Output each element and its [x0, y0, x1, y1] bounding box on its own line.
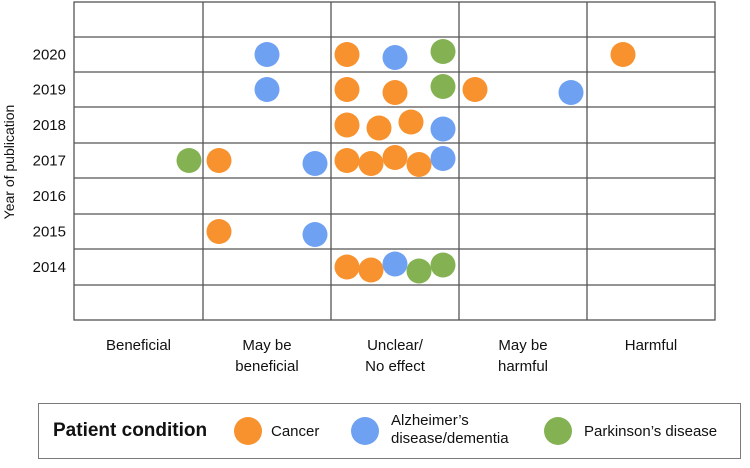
legend-parkinsons-swatch — [544, 417, 572, 445]
y-axis-label: Year of publication — [1, 105, 17, 220]
point-alzheimer-s-disease-dementia-2019 — [558, 80, 584, 105]
x-category-label-2: May be beneficial — [235, 337, 298, 375]
chart-area: 2020 2019 2018 2017 2016 2015 2014 Year of publ… — [1, 1, 716, 375]
legend-alzheimers-text-line2: disease/dementia — [391, 430, 509, 447]
point-alzheimer-s-disease-dementia-2015 — [302, 222, 328, 247]
x-category-label-4: May be harmful — [498, 337, 548, 375]
point-alzheimer-s-disease-dementia-2017 — [302, 151, 328, 176]
point-cancer-2019 — [382, 80, 408, 105]
legend-parkinsons-text: Parkinson’s disease — [584, 423, 718, 440]
point-alzheimer-s-disease-dementia-2020 — [254, 42, 280, 67]
y-tick-label-2019: 2019 — [33, 82, 66, 99]
point-alzheimer-s-disease-dementia-2014 — [382, 251, 408, 277]
x-category-label-line: harmful — [498, 358, 548, 375]
y-tick-label-2020: 2020 — [33, 47, 66, 64]
point-alzheimer-s-disease-dementia-2017 — [430, 146, 456, 171]
y-tick-label-2015: 2015 — [33, 224, 66, 241]
point-cancer-2017 — [334, 148, 360, 173]
point-alzheimer-s-disease-dementia-2019 — [254, 77, 280, 102]
legend-cancer-swatch — [234, 417, 262, 445]
point-cancer-2015 — [206, 219, 232, 244]
y-tick-label-2018: 2018 — [33, 117, 66, 134]
legend-cancer-text: Cancer — [271, 423, 320, 440]
y-tick-label-2017: 2017 — [33, 153, 66, 170]
y-tick-label-2014: 2014 — [33, 259, 66, 276]
x-category-label-line: May be — [242, 337, 291, 354]
point-cancer-2017 — [358, 151, 384, 176]
x-category-label-1: Beneficial — [106, 337, 171, 354]
point-parkinson-s-disease-2017 — [176, 148, 202, 173]
x-category-label-3: Unclear/No effect — [365, 337, 426, 375]
plot-frame — [73, 1, 716, 321]
point-parkinson-s-disease-2019 — [430, 74, 456, 99]
legend-cancer-label: Cancer — [271, 423, 319, 441]
x-category-label-5: Harmful — [625, 337, 678, 354]
point-cancer-2018 — [334, 112, 360, 138]
point-cancer-2018 — [398, 109, 424, 135]
point-alzheimer-s-disease-dementia-2020 — [382, 45, 408, 70]
legend-alzheimers-swatch — [351, 417, 379, 445]
point-cancer-2017 — [382, 145, 408, 170]
legend: Patient condition Cancer Alzheimer’s dis… — [38, 403, 741, 459]
legend-alzheimers-text-line1: Alzheimer’s — [391, 412, 469, 429]
x-category-label-line: Harmful — [625, 337, 678, 354]
point-cancer-2019 — [334, 77, 360, 102]
point-cancer-2019 — [462, 77, 488, 102]
point-cancer-2014 — [334, 254, 360, 280]
legend-parkinsons-label: Parkinson’s disease — [584, 423, 717, 441]
x-category-label-line: beneficial — [235, 358, 298, 375]
point-cancer-2014 — [358, 257, 384, 283]
x-category-label-line: Unclear/ — [367, 337, 424, 354]
x-category-label-line: No effect — [365, 358, 426, 375]
point-cancer-2017 — [406, 152, 432, 177]
point-cancer-2020 — [610, 42, 636, 67]
legend-title: Patient condition — [53, 420, 208, 441]
point-cancer-2018 — [366, 115, 392, 141]
point-cancer-2020 — [334, 42, 360, 67]
point-parkinson-s-disease-2014 — [406, 258, 432, 284]
point-alzheimer-s-disease-dementia-2018 — [430, 116, 456, 142]
legend-alzheimers-label: Alzheimer’s disease/dementia — [391, 412, 509, 448]
point-parkinson-s-disease-2020 — [430, 39, 456, 64]
point-parkinson-s-disease-2014 — [430, 252, 456, 278]
x-category-label-line: May be — [498, 337, 547, 354]
point-cancer-2017 — [206, 148, 232, 173]
y-tick-label-2016: 2016 — [33, 188, 66, 205]
x-category-label-line: Beneficial — [106, 337, 171, 354]
